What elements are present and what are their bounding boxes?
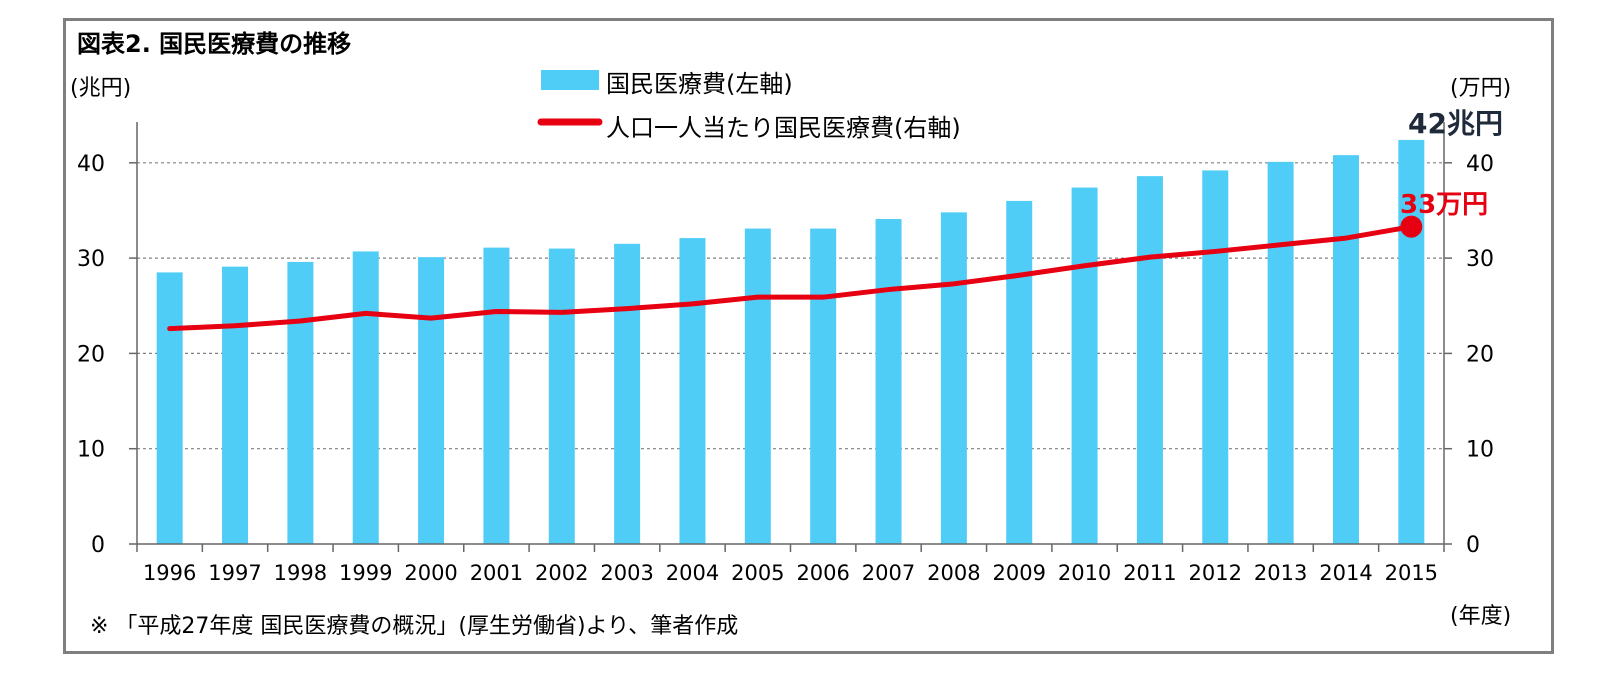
right-tick-label: 20 bbox=[1466, 342, 1494, 367]
chart-title: 図表2. 国民医療費の推移 bbox=[77, 30, 352, 58]
bar-2008 bbox=[940, 212, 967, 544]
bar-1998 bbox=[287, 261, 314, 544]
bar-1999 bbox=[352, 251, 379, 544]
bar-2004 bbox=[679, 238, 706, 544]
x-tick-label-2003: 2003 bbox=[600, 561, 653, 585]
right-axis-unit: (万円) bbox=[1450, 76, 1512, 101]
x-tick-label-2001: 2001 bbox=[470, 561, 523, 585]
right-tick-label: 40 bbox=[1466, 152, 1494, 177]
x-tick-label-2004: 2004 bbox=[666, 561, 719, 585]
bar-1996 bbox=[156, 272, 183, 544]
legend-swatch-bar bbox=[541, 70, 599, 90]
left-axis-unit: (兆円) bbox=[70, 76, 132, 101]
left-tick-label: 30 bbox=[77, 247, 105, 272]
bar-2002 bbox=[548, 248, 575, 544]
bar-2001 bbox=[483, 247, 510, 544]
bar-1997 bbox=[222, 266, 249, 544]
line-per-capita bbox=[167, 224, 1414, 332]
left-tick-label: 0 bbox=[91, 533, 105, 558]
x-tick-label-2005: 2005 bbox=[731, 561, 784, 585]
legend-label-bar: 国民医療費(左軸) bbox=[606, 70, 793, 98]
x-tick-label-2006: 2006 bbox=[796, 561, 849, 585]
bar-2015 bbox=[1398, 139, 1425, 545]
x-tick-label-2015: 2015 bbox=[1385, 561, 1438, 585]
x-tick-label-2014: 2014 bbox=[1319, 561, 1372, 585]
highlight-per-capita: 33万円 bbox=[1400, 190, 1489, 220]
x-tick-label-1997: 1997 bbox=[208, 561, 261, 585]
bar-2003 bbox=[614, 243, 641, 544]
highlight-total: 42兆円 bbox=[1408, 107, 1503, 140]
x-axis-unit: (年度) bbox=[1450, 604, 1512, 629]
x-tick-label-2011: 2011 bbox=[1123, 561, 1176, 585]
bar-2013 bbox=[1267, 161, 1294, 545]
bar-2011 bbox=[1136, 176, 1163, 544]
x-tick-label-2000: 2000 bbox=[404, 561, 457, 585]
x-tick-label-2010: 2010 bbox=[1058, 561, 1111, 585]
bar-2000 bbox=[418, 257, 445, 544]
bar-2009 bbox=[1006, 200, 1033, 545]
legend-label-line: 人口一人当たり国民医療費(右軸) bbox=[606, 114, 961, 142]
bar-2006 bbox=[810, 228, 837, 544]
right-tick-label: 10 bbox=[1466, 438, 1494, 463]
x-tick-label-1998: 1998 bbox=[274, 561, 327, 585]
source-note: ※ 「平成27年度 国民医療費の概況」(厚生労働省)より、筆者作成 bbox=[90, 614, 739, 639]
x-tick-label-2002: 2002 bbox=[535, 561, 588, 585]
x-tick-label-2013: 2013 bbox=[1254, 561, 1307, 585]
x-tick-label-2009: 2009 bbox=[992, 561, 1045, 585]
x-tick-label-2008: 2008 bbox=[927, 561, 980, 585]
x-tick-label-2012: 2012 bbox=[1189, 561, 1242, 585]
x-tick-label-1996: 1996 bbox=[143, 561, 196, 585]
x-tick-label-2007: 2007 bbox=[862, 561, 915, 585]
right-tick-label: 30 bbox=[1466, 247, 1494, 272]
x-tick-label-1999: 1999 bbox=[339, 561, 392, 585]
bar-2010 bbox=[1071, 187, 1098, 544]
right-tick-label: 0 bbox=[1466, 533, 1480, 558]
bar-2005 bbox=[744, 228, 771, 544]
bar-2012 bbox=[1202, 170, 1229, 544]
left-tick-label: 20 bbox=[77, 342, 105, 367]
bar-2007 bbox=[875, 219, 902, 545]
left-tick-label: 40 bbox=[77, 152, 105, 177]
left-tick-label: 10 bbox=[77, 438, 105, 463]
line-end-marker bbox=[1400, 215, 1423, 238]
bar-2014 bbox=[1332, 155, 1359, 544]
